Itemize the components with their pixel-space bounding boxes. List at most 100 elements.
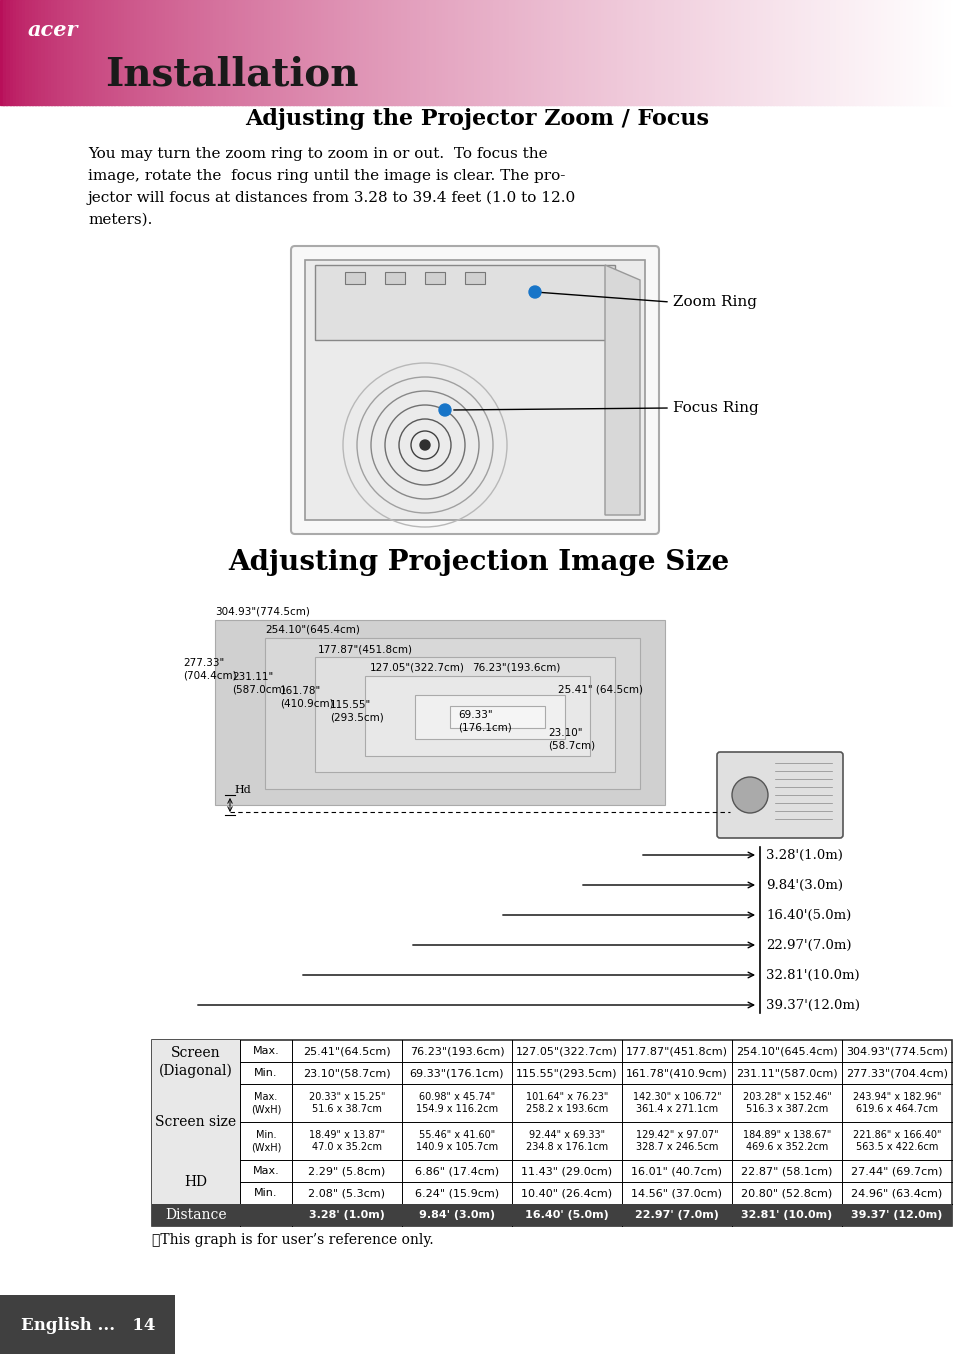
Text: 69.33"(176.1cm): 69.33"(176.1cm) [410, 1068, 504, 1078]
Text: Adjusting Projection Image Size: Adjusting Projection Image Size [228, 548, 728, 575]
Bar [203, 0, 208, 106]
Text: Adjusting the Projector Zoom / Focus: Adjusting the Projector Zoom / Focus [245, 108, 708, 130]
Text: acer: acer [28, 20, 78, 41]
Bar [486, 0, 490, 106]
Bar [927, 0, 932, 106]
Bar [19, 0, 23, 106]
Text: Max.: Max. [253, 1166, 279, 1177]
Bar [26, 0, 30, 106]
Bar [734, 0, 738, 106]
Text: 76.23"(193.6cm): 76.23"(193.6cm) [472, 662, 559, 672]
Text: 277.33"(704.4cm): 277.33"(704.4cm) [845, 1068, 947, 1078]
Text: 32.81'(10.0m): 32.81'(10.0m) [765, 968, 859, 982]
Bar [38, 0, 42, 106]
Text: 22.87" (58.1cm): 22.87" (58.1cm) [740, 1166, 832, 1177]
Bar [152, 0, 156, 106]
Bar [245, 0, 249, 106]
Bar [219, 0, 223, 106]
Bar [505, 0, 509, 106]
Bar [476, 0, 480, 106]
Bar [60, 0, 65, 106]
Bar [572, 0, 576, 106]
Bar [619, 0, 623, 106]
Bar [448, 0, 452, 106]
Bar [70, 0, 74, 106]
Bar [801, 0, 804, 106]
Bar [765, 0, 770, 106]
Bar [346, 0, 351, 106]
Bar [345, 272, 365, 284]
Bar [721, 0, 725, 106]
Bar [591, 0, 595, 106]
Bar [232, 0, 236, 106]
Bar [441, 0, 446, 106]
Bar [559, 0, 563, 106]
Bar [677, 0, 680, 106]
Bar [880, 0, 884, 106]
Bar [845, 0, 849, 106]
Bar [403, 0, 408, 106]
Bar [238, 0, 242, 106]
Bar [260, 0, 265, 106]
Bar [197, 0, 201, 106]
Bar [152, 1204, 240, 1225]
Bar [639, 0, 642, 106]
Bar [340, 0, 344, 106]
Bar [457, 0, 461, 106]
Bar [422, 0, 427, 106]
Bar [534, 0, 537, 106]
Bar [131, 0, 134, 106]
Bar [826, 0, 830, 106]
Bar [674, 0, 678, 106]
Bar [114, 0, 118, 106]
Bar [150, 0, 153, 106]
Bar [381, 0, 385, 106]
Bar [556, 0, 560, 106]
Bar [54, 0, 58, 106]
Text: Max.
(WxH): Max. (WxH) [251, 1091, 281, 1114]
Bar [270, 0, 274, 106]
Bar [648, 0, 652, 106]
Polygon shape [305, 260, 644, 520]
Bar [314, 0, 318, 106]
Bar [788, 0, 792, 106]
Bar [512, 0, 516, 106]
Bar [276, 0, 280, 106]
Bar [432, 0, 436, 106]
Text: 2.29" (5.8cm): 2.29" (5.8cm) [308, 1166, 385, 1177]
Text: 16.40' (5.0m): 16.40' (5.0m) [524, 1210, 608, 1220]
Bar [121, 0, 125, 106]
Text: Zoom Ring: Zoom Ring [672, 295, 757, 309]
Bar [594, 0, 598, 106]
FancyBboxPatch shape [291, 246, 659, 533]
Bar [265, 638, 639, 789]
Bar [724, 0, 728, 106]
Text: 18.49" x 13.87"
47.0 x 35.2cm: 18.49" x 13.87" 47.0 x 35.2cm [309, 1131, 385, 1152]
Bar [86, 0, 90, 106]
Bar [546, 0, 551, 106]
Bar [67, 0, 71, 106]
Bar [353, 0, 356, 106]
Text: 23.10"
(58.7cm): 23.10" (58.7cm) [547, 727, 595, 750]
Bar [699, 0, 703, 106]
Bar [429, 0, 433, 106]
Bar [934, 0, 938, 106]
Bar [10, 0, 13, 106]
Text: 92.44" x 69.33"
234.8 x 176.1cm: 92.44" x 69.33" 234.8 x 176.1cm [525, 1131, 607, 1152]
Bar [565, 0, 570, 106]
Bar [391, 0, 395, 106]
Text: 304.93"(774.5cm): 304.93"(774.5cm) [845, 1047, 947, 1056]
Bar [394, 0, 398, 106]
Text: Max.: Max. [253, 1047, 279, 1056]
Bar [496, 0, 499, 106]
Bar [98, 0, 103, 106]
Bar [314, 265, 615, 340]
Bar [426, 0, 430, 106]
Bar [626, 0, 630, 106]
Bar [140, 0, 144, 106]
Text: 115.55"(293.5cm): 115.55"(293.5cm) [516, 1068, 618, 1078]
Text: Min.: Min. [254, 1068, 277, 1078]
Bar [29, 0, 32, 106]
Bar [372, 0, 375, 106]
Bar [152, 1160, 240, 1204]
